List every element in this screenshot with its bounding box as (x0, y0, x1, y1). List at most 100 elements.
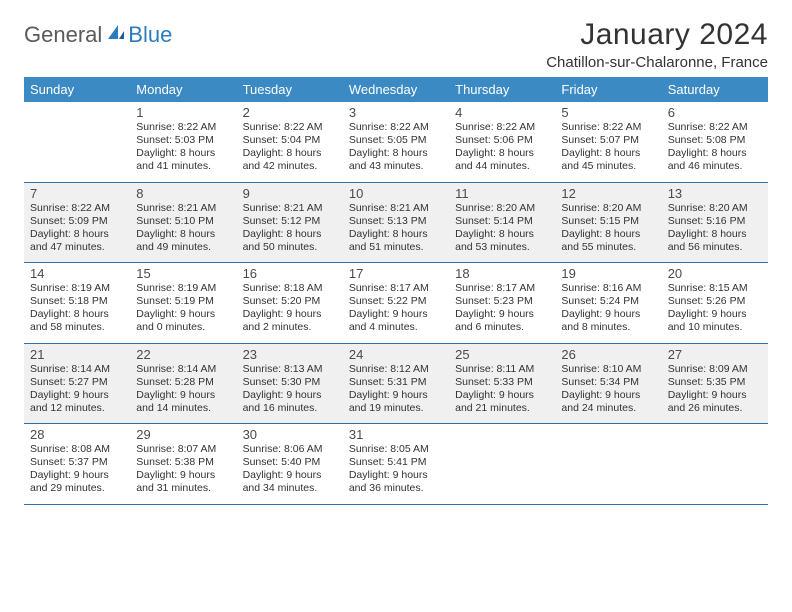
calendar-cell: 22Sunrise: 8:14 AMSunset: 5:28 PMDayligh… (130, 344, 236, 424)
day-number: 12 (561, 186, 655, 201)
daylight2-text: and 2 minutes. (243, 321, 337, 334)
calendar-cell: 7Sunrise: 8:22 AMSunset: 5:09 PMDaylight… (24, 183, 130, 263)
daylight1-text: Daylight: 9 hours (243, 308, 337, 321)
daylight2-text: and 51 minutes. (349, 241, 443, 254)
day-number: 31 (349, 427, 443, 442)
day-number: 29 (136, 427, 230, 442)
calendar-cell: 1Sunrise: 8:22 AMSunset: 5:03 PMDaylight… (130, 102, 236, 182)
day-number: 11 (455, 186, 549, 201)
daylight2-text: and 21 minutes. (455, 402, 549, 415)
daylight2-text: and 46 minutes. (668, 160, 762, 173)
daylight2-text: and 12 minutes. (30, 402, 124, 415)
day-number: 22 (136, 347, 230, 362)
sunrise-text: Sunrise: 8:06 AM (243, 443, 337, 456)
daylight1-text: Daylight: 9 hours (455, 389, 549, 402)
calendar-cell (555, 424, 661, 504)
calendar-cell: 29Sunrise: 8:07 AMSunset: 5:38 PMDayligh… (130, 424, 236, 504)
day-number: 25 (455, 347, 549, 362)
sail-icon (106, 23, 126, 48)
sunrise-text: Sunrise: 8:19 AM (136, 282, 230, 295)
day-number: 24 (349, 347, 443, 362)
daylight2-text: and 34 minutes. (243, 482, 337, 495)
sunset-text: Sunset: 5:37 PM (30, 456, 124, 469)
sunrise-text: Sunrise: 8:14 AM (30, 363, 124, 376)
calendar-cell: 9Sunrise: 8:21 AMSunset: 5:12 PMDaylight… (237, 183, 343, 263)
sunset-text: Sunset: 5:33 PM (455, 376, 549, 389)
calendar-cell: 17Sunrise: 8:17 AMSunset: 5:22 PMDayligh… (343, 263, 449, 343)
sunset-text: Sunset: 5:31 PM (349, 376, 443, 389)
daylight1-text: Daylight: 9 hours (668, 308, 762, 321)
daylight1-text: Daylight: 8 hours (30, 228, 124, 241)
calendar-cell: 25Sunrise: 8:11 AMSunset: 5:33 PMDayligh… (449, 344, 555, 424)
day-number: 15 (136, 266, 230, 281)
sunrise-text: Sunrise: 8:21 AM (243, 202, 337, 215)
daylight2-text: and 45 minutes. (561, 160, 655, 173)
daylight1-text: Daylight: 8 hours (349, 147, 443, 160)
day-number: 21 (30, 347, 124, 362)
daylight1-text: Daylight: 8 hours (668, 228, 762, 241)
weeks-container: 1Sunrise: 8:22 AMSunset: 5:03 PMDaylight… (24, 102, 768, 505)
daylight1-text: Daylight: 8 hours (455, 228, 549, 241)
sunrise-text: Sunrise: 8:22 AM (30, 202, 124, 215)
day-number: 10 (349, 186, 443, 201)
sunset-text: Sunset: 5:26 PM (668, 295, 762, 308)
day-number: 2 (243, 105, 337, 120)
sunset-text: Sunset: 5:38 PM (136, 456, 230, 469)
daylight2-text: and 53 minutes. (455, 241, 549, 254)
calendar-cell: 14Sunrise: 8:19 AMSunset: 5:18 PMDayligh… (24, 263, 130, 343)
logo-text-general: General (24, 22, 102, 48)
sunset-text: Sunset: 5:19 PM (136, 295, 230, 308)
calendar-cell: 6Sunrise: 8:22 AMSunset: 5:08 PMDaylight… (662, 102, 768, 182)
day-number: 5 (561, 105, 655, 120)
page-title: January 2024 (546, 18, 768, 52)
daylight2-text: and 4 minutes. (349, 321, 443, 334)
sunset-text: Sunset: 5:22 PM (349, 295, 443, 308)
daylight1-text: Daylight: 9 hours (668, 389, 762, 402)
calendar-cell: 23Sunrise: 8:13 AMSunset: 5:30 PMDayligh… (237, 344, 343, 424)
calendar-cell: 18Sunrise: 8:17 AMSunset: 5:23 PMDayligh… (449, 263, 555, 343)
daylight1-text: Daylight: 9 hours (30, 389, 124, 402)
daylight1-text: Daylight: 8 hours (243, 228, 337, 241)
calendar-cell: 11Sunrise: 8:20 AMSunset: 5:14 PMDayligh… (449, 183, 555, 263)
day-number: 13 (668, 186, 762, 201)
day-header-friday: Friday (555, 77, 661, 102)
calendar-cell: 27Sunrise: 8:09 AMSunset: 5:35 PMDayligh… (662, 344, 768, 424)
sunrise-text: Sunrise: 8:20 AM (668, 202, 762, 215)
daylight2-text: and 56 minutes. (668, 241, 762, 254)
daylight2-text: and 0 minutes. (136, 321, 230, 334)
logo: General Blue (24, 18, 172, 48)
day-number: 20 (668, 266, 762, 281)
daylight2-text: and 55 minutes. (561, 241, 655, 254)
sunset-text: Sunset: 5:24 PM (561, 295, 655, 308)
calendar-cell: 13Sunrise: 8:20 AMSunset: 5:16 PMDayligh… (662, 183, 768, 263)
sunrise-text: Sunrise: 8:22 AM (243, 121, 337, 134)
day-number: 30 (243, 427, 337, 442)
sunrise-text: Sunrise: 8:12 AM (349, 363, 443, 376)
daylight2-text: and 31 minutes. (136, 482, 230, 495)
daylight1-text: Daylight: 9 hours (349, 389, 443, 402)
sunrise-text: Sunrise: 8:15 AM (668, 282, 762, 295)
daylight1-text: Daylight: 9 hours (561, 389, 655, 402)
day-number: 23 (243, 347, 337, 362)
calendar-cell (449, 424, 555, 504)
day-number: 1 (136, 105, 230, 120)
daylight1-text: Daylight: 9 hours (349, 469, 443, 482)
calendar-cell: 3Sunrise: 8:22 AMSunset: 5:05 PMDaylight… (343, 102, 449, 182)
daylight2-text: and 49 minutes. (136, 241, 230, 254)
day-number: 28 (30, 427, 124, 442)
daylight2-text: and 6 minutes. (455, 321, 549, 334)
header: General Blue January 2024 Chatillon-sur-… (24, 18, 768, 71)
daylight1-text: Daylight: 8 hours (30, 308, 124, 321)
sunrise-text: Sunrise: 8:05 AM (349, 443, 443, 456)
day-number: 27 (668, 347, 762, 362)
sunrise-text: Sunrise: 8:11 AM (455, 363, 549, 376)
sunrise-text: Sunrise: 8:13 AM (243, 363, 337, 376)
calendar-cell (662, 424, 768, 504)
sunrise-text: Sunrise: 8:07 AM (136, 443, 230, 456)
day-number: 7 (30, 186, 124, 201)
calendar-cell: 10Sunrise: 8:21 AMSunset: 5:13 PMDayligh… (343, 183, 449, 263)
sunset-text: Sunset: 5:09 PM (30, 215, 124, 228)
calendar-cell: 21Sunrise: 8:14 AMSunset: 5:27 PMDayligh… (24, 344, 130, 424)
daylight1-text: Daylight: 8 hours (136, 228, 230, 241)
sunset-text: Sunset: 5:34 PM (561, 376, 655, 389)
